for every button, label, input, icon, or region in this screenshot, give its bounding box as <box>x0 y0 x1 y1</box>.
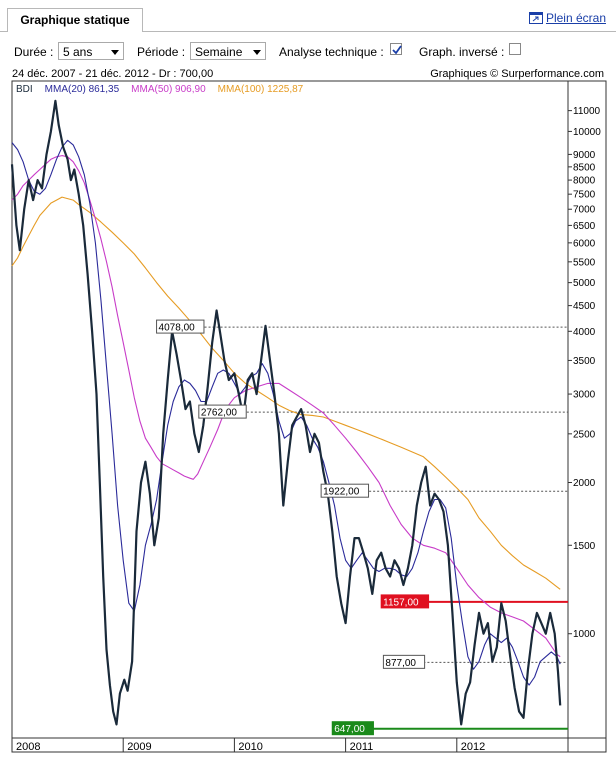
legend-item-mma50: MMA(50) 906,90 <box>131 84 206 95</box>
tab-divider <box>0 31 616 32</box>
controls-bar: Durée : 5 ans Période : Semaine Analyse … <box>0 40 616 64</box>
level-label-box <box>198 404 247 419</box>
legend-item-mma100: MMA(100) 1225,87 <box>218 84 304 95</box>
chevron-down-icon <box>253 50 261 55</box>
series-line-mma20 <box>11 139 561 686</box>
y-tick-label: 4500 <box>573 301 596 312</box>
period-select[interactable]: Semaine <box>190 42 266 60</box>
y-tick-label: 6500 <box>573 221 596 232</box>
fullscreen-link[interactable]: Plein écran <box>528 11 606 25</box>
level-label-box <box>331 721 374 736</box>
y-tick-label: 4000 <box>573 327 596 338</box>
y-tick-label: 11000 <box>573 106 601 117</box>
y-tick-label: 2000 <box>573 478 596 489</box>
fullscreen-icon <box>528 12 543 24</box>
tab-bar: Graphique statique Plein écran <box>0 0 616 32</box>
y-tick-label: 1000 <box>573 629 596 640</box>
fullscreen-label: Plein écran <box>545 11 606 25</box>
analysis-label: Analyse technique : <box>279 45 384 59</box>
duration-label: Durée : <box>14 45 54 59</box>
y-tick-label: 2500 <box>573 429 596 440</box>
level-label: 2762,00 <box>201 408 238 419</box>
period-label: Période : <box>137 45 186 59</box>
inverse-label: Graph. inversé : <box>419 45 505 59</box>
y-tick-label: 7000 <box>573 205 596 216</box>
date-range-text: 24 déc. 2007 - 21 déc. 2012 - Dr : 700,0… <box>12 68 214 80</box>
level-label-box <box>382 654 426 669</box>
level-label-box <box>320 483 370 498</box>
level-label-box <box>156 319 205 334</box>
y-tick-label: 8500 <box>573 162 596 173</box>
tab-static-chart[interactable]: Graphique statique <box>7 8 143 32</box>
checkmark-icon <box>392 45 402 55</box>
source-text: Graphiques © Surperformance.com <box>430 68 604 80</box>
analysis-checkbox[interactable] <box>390 43 402 55</box>
x-tick-label: 2010 <box>238 741 262 753</box>
y-tick-label: 7500 <box>573 190 596 201</box>
y-tick-label: 3500 <box>573 356 596 367</box>
duration-select[interactable]: 5 ans <box>58 42 124 60</box>
y-tick-label: 8000 <box>573 176 596 187</box>
y-tick-label: 5000 <box>573 278 596 289</box>
level-label-box <box>380 594 430 609</box>
chevron-down-icon <box>111 50 119 55</box>
x-tick-label: 2009 <box>127 741 151 753</box>
legend-item-mma20: MMA(20) 861,35 <box>45 84 120 95</box>
series-line-bdi <box>10 99 562 726</box>
y-tick-label: 9000 <box>573 150 596 161</box>
y-tick-label: 5500 <box>573 257 596 268</box>
duration-value: 5 ans <box>63 45 93 59</box>
y-tick-label: 3000 <box>573 390 596 401</box>
y-tick-label: 6000 <box>573 238 596 249</box>
level-label: 4078,00 <box>159 323 196 334</box>
legend-item-bdi: BDI <box>16 84 33 95</box>
level-label: 647,00 <box>334 724 365 735</box>
y-tick-label: 10000 <box>573 127 601 138</box>
plot-frame <box>11 80 607 753</box>
x-tick-label: 2012 <box>461 741 485 753</box>
level-label: 877,00 <box>385 658 416 669</box>
level-label: 1922,00 <box>323 487 360 498</box>
x-tick-label: 2011 <box>350 741 374 753</box>
inverse-checkbox[interactable] <box>509 43 521 55</box>
x-tick-label: 2008 <box>16 741 40 753</box>
series-line-mma50 <box>11 155 561 658</box>
series-line-mma100 <box>11 196 561 590</box>
level-label: 1157,00 <box>383 597 419 608</box>
y-tick-label: 1500 <box>573 541 596 552</box>
period-value: Semaine <box>195 45 243 59</box>
